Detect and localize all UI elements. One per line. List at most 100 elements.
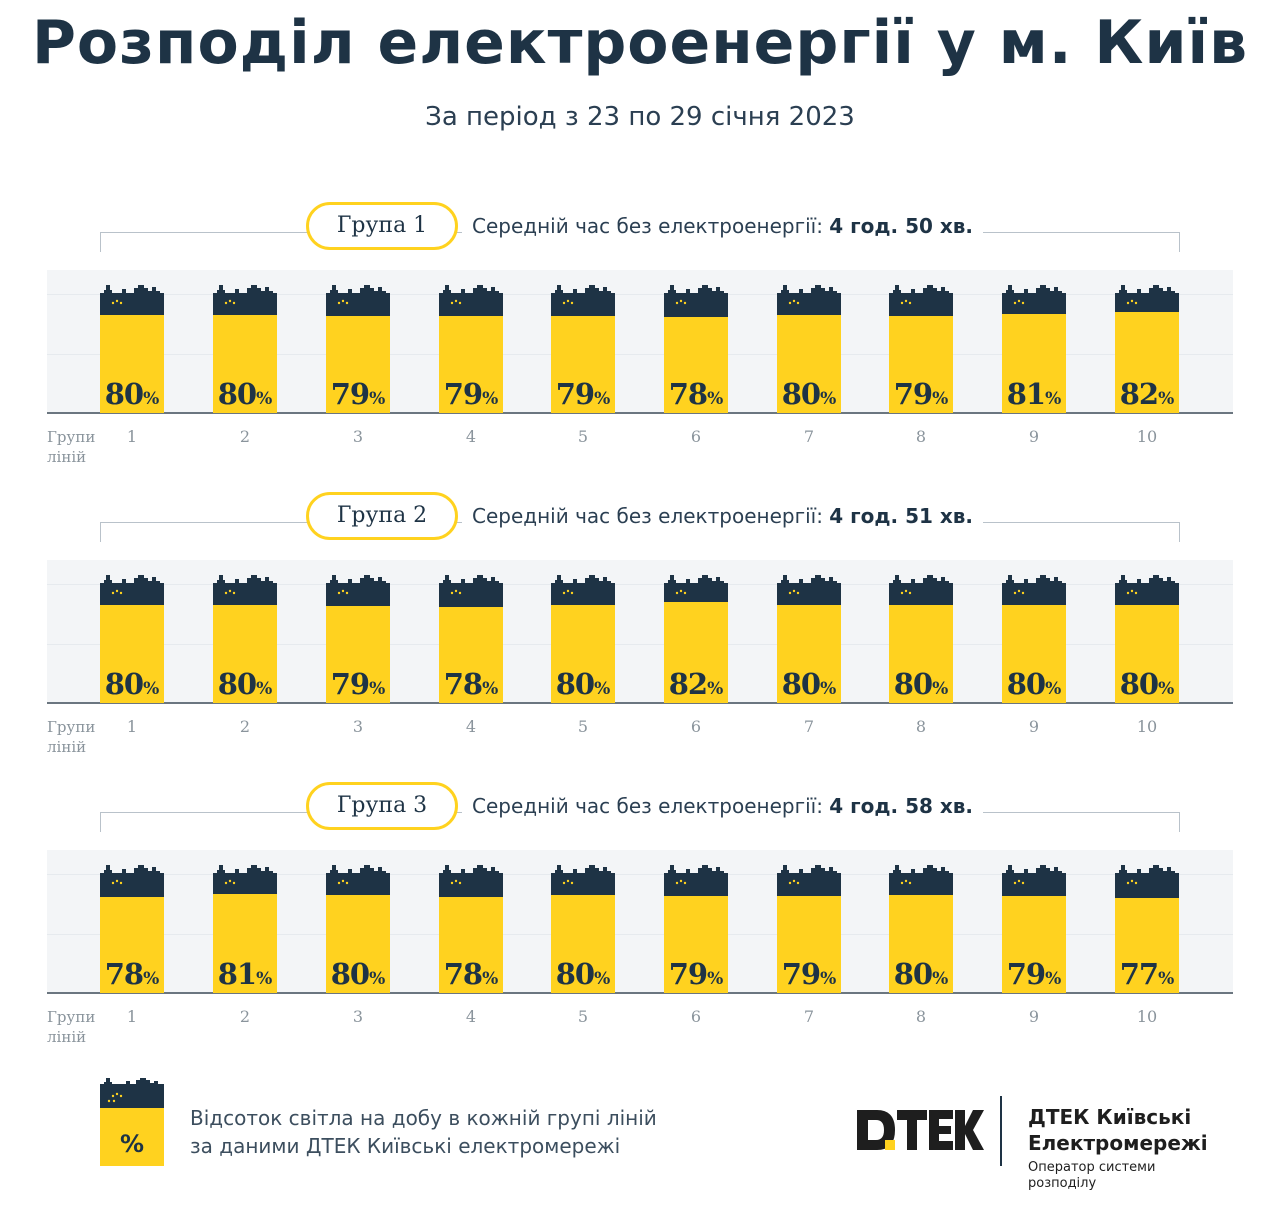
average-label: Середній час без електроенергії: xyxy=(472,794,823,818)
average-value: 4 год. 50 хв. xyxy=(829,214,974,238)
data-label-value: 78 xyxy=(668,377,708,411)
group-section-1: Група 1 Середній час без електроенергії: … xyxy=(0,198,1280,488)
data-label: 78% xyxy=(656,377,736,411)
data-label-value: 78 xyxy=(104,957,144,991)
x-tick-label: 8 xyxy=(915,427,927,446)
bar-line-group-10: 77% xyxy=(1115,865,1179,993)
average-outage-time: Середній час без електроенергії: 4 год. … xyxy=(462,782,984,830)
data-label: 80% xyxy=(881,957,961,991)
data-label-value: 80 xyxy=(555,957,595,991)
data-label-value: 80 xyxy=(217,377,257,411)
bar-fill xyxy=(889,605,953,703)
data-label: 80% xyxy=(92,667,172,701)
data-label-unit: % xyxy=(1158,679,1175,699)
bar-fill xyxy=(1002,605,1066,703)
data-label: 82% xyxy=(1107,377,1187,411)
data-label-value: 81 xyxy=(1006,377,1046,411)
data-label: 80% xyxy=(881,667,961,701)
page-title: Розподіл електроенергії у м. Київ xyxy=(31,8,1249,78)
data-label-value: 79 xyxy=(781,957,821,991)
bar-line-group-4: 78% xyxy=(439,865,503,993)
x-tick-label: 8 xyxy=(915,717,927,736)
average-value: 4 год. 51 хв. xyxy=(829,504,974,528)
data-label-value: 80 xyxy=(104,377,144,411)
x-tick-label: 9 xyxy=(1028,427,1040,446)
bar-fill xyxy=(100,605,164,703)
data-label-unit: % xyxy=(369,969,386,989)
x-tick-label: 2 xyxy=(239,427,251,446)
data-label: 80% xyxy=(92,377,172,411)
bar-fill xyxy=(551,895,615,993)
x-tick-label: 1 xyxy=(126,1007,138,1026)
bar-fill xyxy=(326,316,390,413)
x-tick-label: 3 xyxy=(352,427,364,446)
bar-fill xyxy=(777,315,841,413)
x-axis-label: Групи ліній xyxy=(47,718,96,756)
bar-fill xyxy=(213,894,277,993)
bar-line-group-1: 78% xyxy=(100,865,164,993)
data-label-unit: % xyxy=(932,389,949,409)
data-label-value: 79 xyxy=(443,377,483,411)
bar-line-group-1: 80% xyxy=(100,575,164,703)
bar-line-group-7: 79% xyxy=(777,865,841,993)
bar-line-group-7: 80% xyxy=(777,575,841,703)
data-label-unit: % xyxy=(1158,389,1175,409)
bar-line-group-4: 79% xyxy=(439,285,503,413)
bar-fill xyxy=(664,602,728,703)
data-label-unit: % xyxy=(820,389,837,409)
operator-caption: Оператор системи розподілу xyxy=(1028,1160,1188,1192)
data-label-value: 79 xyxy=(1006,957,1046,991)
bar-fill xyxy=(777,896,841,993)
bar-fill xyxy=(1002,896,1066,993)
data-label: 79% xyxy=(656,957,736,991)
x-tick-label: 2 xyxy=(239,717,251,736)
legend-line-2: за даними ДТЕК Київські електромережі xyxy=(190,1134,621,1158)
data-label-value: 77 xyxy=(1119,957,1159,991)
x-tick-label: 8 xyxy=(915,1007,927,1026)
x-tick-label: 7 xyxy=(803,1007,815,1026)
average-value: 4 год. 58 хв. xyxy=(829,794,974,818)
data-label: 81% xyxy=(205,957,285,991)
data-label: 80% xyxy=(1107,667,1187,701)
chart-baseline xyxy=(47,412,1233,414)
data-label-unit: % xyxy=(256,679,273,699)
x-tick-label: 3 xyxy=(352,717,364,736)
data-label: 80% xyxy=(205,667,285,701)
bar-fill xyxy=(213,605,277,703)
bar-fill xyxy=(889,316,953,413)
data-label-unit: % xyxy=(707,969,724,989)
bar-line-group-5: 80% xyxy=(551,865,615,993)
data-label-unit: % xyxy=(369,679,386,699)
company-name-line-2: Електромережі xyxy=(1028,1131,1208,1155)
legend-battery-icon: % xyxy=(100,1078,164,1166)
data-label-unit: % xyxy=(482,679,499,699)
x-tick-label: 5 xyxy=(577,717,589,736)
data-label-value: 80 xyxy=(330,957,370,991)
data-label-value: 78 xyxy=(443,957,483,991)
operator-line-1: Оператор системи xyxy=(1028,1160,1156,1175)
group-label: Група 3 xyxy=(306,782,458,830)
bar-line-group-8: 80% xyxy=(889,865,953,993)
bar-line-group-2: 80% xyxy=(213,575,277,703)
bar-fill xyxy=(439,316,503,413)
bar-fill xyxy=(664,896,728,993)
bar-line-group-5: 79% xyxy=(551,285,615,413)
data-label-unit: % xyxy=(1045,969,1062,989)
data-label-unit: % xyxy=(482,969,499,989)
page-subtitle: За період з 23 по 29 січня 2023 xyxy=(425,102,855,132)
x-tick-label: 4 xyxy=(465,1007,477,1026)
bar-fill xyxy=(1115,898,1179,993)
bar-fill xyxy=(1115,312,1179,413)
data-label: 79% xyxy=(431,377,511,411)
x-tick-label: 10 xyxy=(1136,427,1158,446)
bar-line-group-9: 79% xyxy=(1002,865,1066,993)
bar-line-group-2: 81% xyxy=(213,865,277,993)
bar-fill xyxy=(551,605,615,703)
x-tick-label: 9 xyxy=(1028,1007,1040,1026)
data-label-value: 82 xyxy=(668,667,708,701)
data-label-value: 80 xyxy=(1006,667,1046,701)
data-label-unit: % xyxy=(1045,389,1062,409)
bar-line-group-1: 80% xyxy=(100,285,164,413)
data-label-value: 78 xyxy=(443,667,483,701)
dtek-logo-icon xyxy=(857,1110,984,1150)
